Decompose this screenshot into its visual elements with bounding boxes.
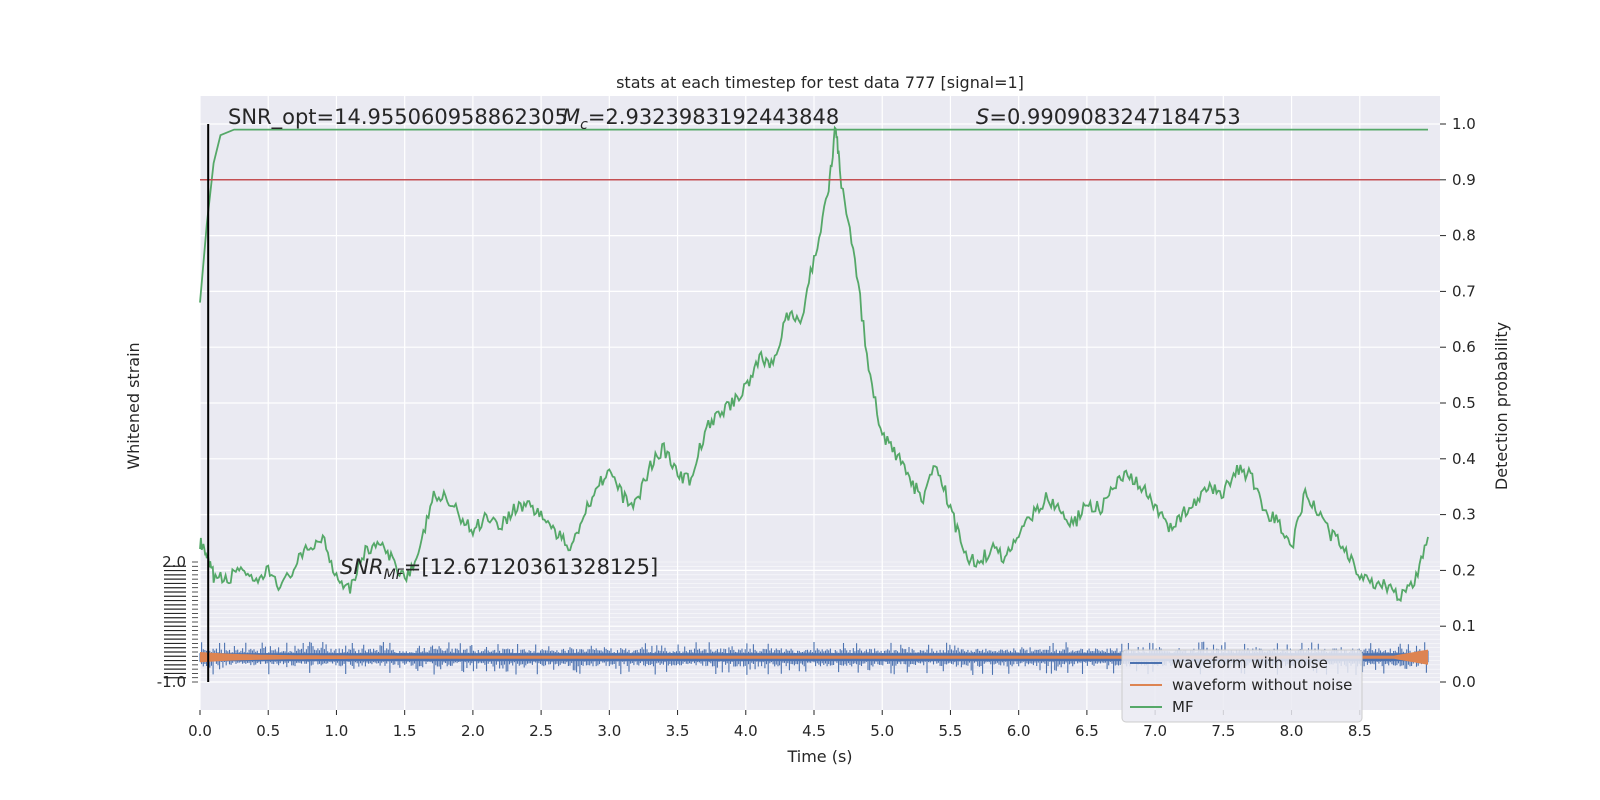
right-tick-label: 0.4 bbox=[1452, 450, 1476, 468]
right-axis-label: Detection probability bbox=[1492, 322, 1511, 490]
legend: waveform with noise waveform without noi… bbox=[1121, 649, 1363, 723]
right-tick-label: 0.6 bbox=[1452, 338, 1476, 356]
snr-mf-subscript: MF bbox=[384, 567, 405, 583]
right-tick-label: 0.1 bbox=[1452, 617, 1476, 635]
x-tick-label: 7.0 bbox=[1143, 722, 1167, 740]
x-tick-label: 4.5 bbox=[802, 722, 826, 740]
snr-mf-annotation: SNRMF=[12.67120361328125] bbox=[340, 555, 658, 583]
s-value: =0.9909083247184753 bbox=[989, 105, 1240, 129]
snr-mf-symbol: SNR bbox=[340, 555, 384, 579]
right-tick-label: 0.7 bbox=[1452, 282, 1476, 300]
x-tick-label: 8.5 bbox=[1348, 722, 1372, 740]
right-tick-label: 1.0 bbox=[1452, 115, 1476, 133]
right-tick-label: 0.5 bbox=[1452, 394, 1476, 412]
x-tick-label: 3.0 bbox=[597, 722, 621, 740]
mc-symbol: M bbox=[562, 105, 580, 129]
x-tick-label: 3.5 bbox=[666, 722, 690, 740]
mf-series bbox=[199, 128, 1428, 303]
x-tick-label: 2.5 bbox=[529, 722, 553, 740]
chart-title: stats at each timestep for test data 777… bbox=[616, 73, 1024, 92]
x-tick-label: 5.5 bbox=[939, 722, 963, 740]
x-tick-label: 7.5 bbox=[1211, 722, 1235, 740]
x-tick-label: 0.5 bbox=[256, 722, 280, 740]
legend-box bbox=[1121, 649, 1363, 723]
legend-label-clean: waveform without noise bbox=[1172, 676, 1352, 694]
left-axis-ticks: 2.0 -1.0 bbox=[157, 553, 198, 691]
right-tick-label: 0.3 bbox=[1452, 506, 1476, 524]
s-annotation: S=0.9909083247184753 bbox=[976, 105, 1241, 129]
x-tick-label: 8.0 bbox=[1280, 722, 1304, 740]
waveform-without-noise-series bbox=[200, 649, 1428, 665]
x-tick-label: 0.0 bbox=[188, 722, 212, 740]
legend-label-mf: MF bbox=[1172, 698, 1194, 716]
right-tick-label: 0.0 bbox=[1452, 673, 1476, 691]
mc-annotation: Mc=2.9323983192443848 bbox=[562, 105, 839, 133]
x-axis-ticks: 0.0 0.5 1.0 1.5 2.0 2.5 3.0 3.5 4.0 4.5 5.0 5.5 6.0 6… bbox=[188, 710, 1372, 740]
x-tick-label: 5.0 bbox=[870, 722, 894, 740]
snr-opt-annotation: SNR_opt=14.955060958862305 bbox=[228, 105, 568, 130]
snr-mf-value: =[12.67120361328125] bbox=[404, 555, 658, 579]
x-tick-label: 2.0 bbox=[461, 722, 485, 740]
right-tick-label: 0.2 bbox=[1452, 561, 1476, 579]
left-tick-label-bottom: -1.0 bbox=[157, 673, 186, 691]
clean-envelope bbox=[200, 649, 1428, 665]
x-tick-label: 1.5 bbox=[393, 722, 417, 740]
mc-subscript: c bbox=[580, 117, 588, 133]
detection-probability-series bbox=[199, 125, 1429, 603]
s-symbol: S bbox=[976, 105, 989, 129]
x-tick-label: 6.5 bbox=[1075, 722, 1099, 740]
right-tick-label: 0.9 bbox=[1452, 171, 1476, 189]
x-axis-label: Time (s) bbox=[786, 747, 852, 766]
right-tick-label: 0.8 bbox=[1452, 227, 1476, 245]
x-tick-label: 1.0 bbox=[325, 722, 349, 740]
right-axis-ticks: 0.0 0.1 0.2 0.3 0.4 0.5 0.6 0.7 0.8 0.9 1.0 bbox=[1440, 115, 1476, 691]
x-tick-label: 4.0 bbox=[734, 722, 758, 740]
mc-value: =2.9323983192443848 bbox=[588, 105, 839, 129]
left-axis-label: Whitened strain bbox=[124, 342, 143, 469]
x-tick-label: 6.0 bbox=[1007, 722, 1031, 740]
legend-label-noise: waveform with noise bbox=[1172, 654, 1328, 672]
left-tick-label-top: 2.0 bbox=[162, 553, 186, 571]
